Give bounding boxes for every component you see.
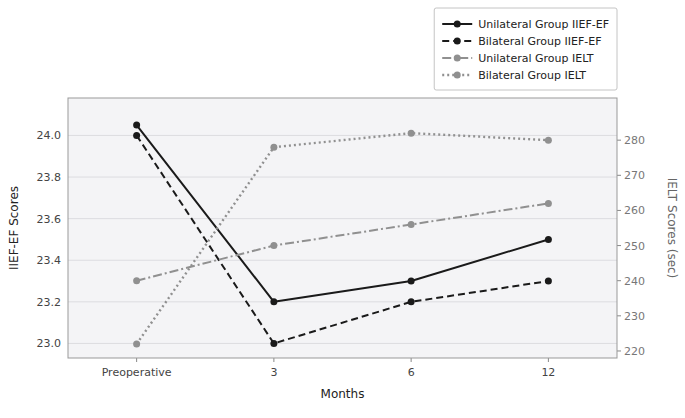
y2-tick [617,280,621,281]
grid-line [68,343,617,344]
y-axis-label: IIEF-EF Scores [7,186,21,270]
y-tick-label: 23.4 [37,254,62,267]
legend-marker [454,55,461,62]
series-marker [133,340,140,347]
y2-tick-label: 230 [624,310,645,323]
x-tick-label: Preoperative [102,366,172,379]
legend-label: Unilateral Group IELT [478,52,594,65]
series-marker [270,242,277,249]
legend-marker [454,38,461,45]
series-marker [133,122,140,129]
y-tick-label: 23.0 [37,337,62,350]
series-marker [408,221,415,228]
grid-line [68,260,617,261]
y2-tick-label: 280 [624,134,645,147]
series-marker [545,236,552,243]
y-tick-label: 23.6 [37,213,62,226]
y2-tick-label: 240 [624,275,645,288]
grid-line [68,135,617,136]
x-tick [411,358,412,362]
x-tick [136,358,137,362]
legend-marker [454,72,461,79]
series-marker [545,137,552,144]
y2-axis-label: IELT Scores (sec) [665,178,679,279]
legend-label: Bilateral Group IIEF-EF [478,35,601,48]
grid-line [68,218,617,219]
x-tick-label: 12 [541,366,555,379]
y2-tick [617,210,621,211]
plot-area [68,98,617,358]
y2-tick [617,175,621,176]
y2-tick [617,245,621,246]
series-line [137,135,549,343]
series-line [137,133,549,344]
x-tick-label: 3 [270,366,277,379]
y2-tick [617,140,621,141]
y2-tick [617,350,621,351]
series-marker [133,277,140,284]
y-tick-label: 23.2 [37,296,62,309]
series-marker [270,340,277,347]
legend-marker [454,21,461,28]
x-tick [548,358,549,362]
chart: 23.0 23.2 23.4 23.6 23.8 24.0 220 230 240 250 260 2… [0,0,685,418]
series-marker [408,130,415,137]
legend-label: Unilateral Group IIEF-EF [478,18,609,31]
y2-tick-label: 260 [624,204,645,217]
series-marker [270,144,277,151]
x-tick [273,358,274,362]
y-tick-label: 24.0 [37,129,62,142]
series-marker [133,132,140,139]
x-axis-label: Months [321,387,365,401]
y2-tick-label: 250 [624,240,645,253]
legend-label: Bilateral Group IELT [478,69,586,82]
legend-frame [434,8,617,90]
legend: Unilateral Group IIEF-EF Bilateral Group … [434,8,617,90]
plot-frame [68,98,617,358]
y-tick-label: 23.8 [37,171,62,184]
y2-tick-label: 220 [624,345,645,358]
y2-tick-label: 270 [624,169,645,182]
series-line [137,203,549,280]
grid-line [68,301,617,302]
series-line [137,125,549,302]
series-marker [270,298,277,305]
y2-tick [617,315,621,316]
series-marker [545,200,552,207]
x-tick-label: 6 [408,366,415,379]
series-marker [408,298,415,305]
series-marker [545,278,552,285]
series-group [133,122,552,348]
series-marker [408,278,415,285]
grid-line [68,177,617,178]
